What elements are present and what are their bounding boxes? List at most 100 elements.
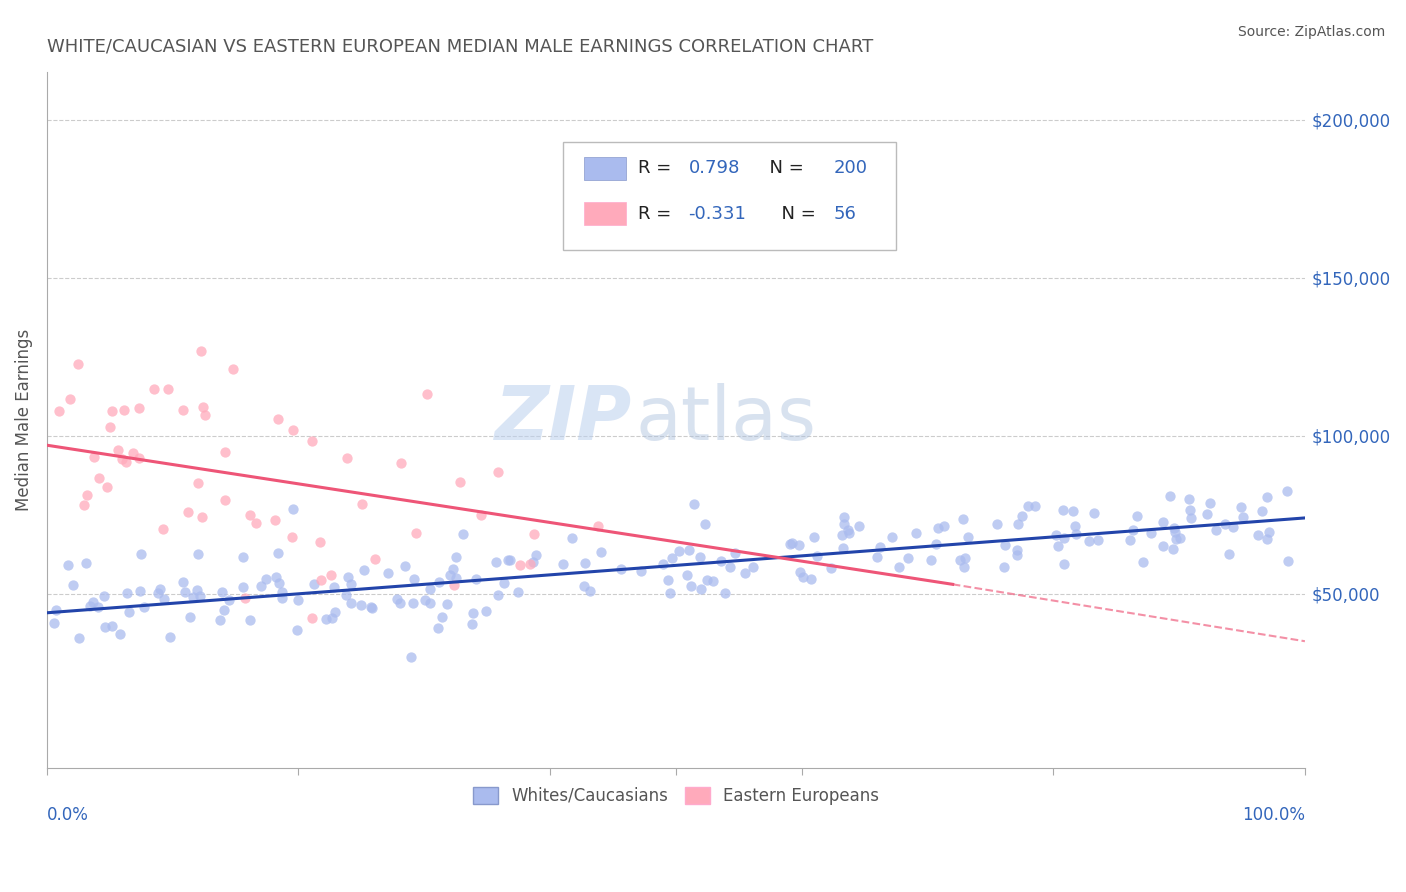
Point (1215, 517, 1237, 532)
Point (1052, 557, 1074, 571)
Point (831, 528, 853, 542)
Point (787, 538, 810, 552)
Point (82, 595, 104, 609)
Point (1064, 526, 1087, 541)
Point (1046, 539, 1069, 553)
Point (218, 592, 240, 607)
Point (75, 556, 97, 570)
Text: R =: R = (638, 204, 678, 223)
Point (309, 573, 332, 587)
Point (905, 526, 928, 541)
Point (714, 586, 737, 600)
Point (451, 527, 474, 541)
Point (264, 513, 287, 527)
Point (1199, 496, 1222, 510)
Point (444, 571, 467, 585)
Point (1087, 533, 1109, 548)
Point (1256, 490, 1278, 504)
Point (187, 475, 209, 490)
Point (62, 578, 84, 592)
Point (1159, 489, 1181, 503)
Point (1005, 543, 1028, 558)
Point (73, 498, 96, 512)
Point (45, 602, 67, 616)
Text: 56: 56 (834, 204, 856, 223)
Point (658, 586, 681, 600)
Point (1017, 499, 1039, 513)
Point (128, 450, 150, 465)
Point (1024, 499, 1046, 513)
Point (693, 517, 716, 532)
Point (443, 562, 465, 576)
Point (132, 599, 155, 614)
Point (444, 549, 467, 564)
Point (675, 568, 697, 582)
Point (925, 537, 948, 551)
Point (87, 599, 110, 614)
Point (789, 565, 811, 579)
Point (193, 400, 215, 414)
Point (93, 589, 115, 603)
Point (1164, 532, 1187, 546)
Point (172, 403, 194, 417)
Point (302, 576, 325, 591)
Point (1164, 525, 1187, 540)
Point (589, 545, 612, 559)
Point (866, 550, 889, 565)
Point (96, 480, 118, 494)
Point (222, 362, 245, 376)
Point (266, 546, 288, 560)
Point (156, 382, 179, 396)
Point (734, 566, 756, 580)
Point (1083, 506, 1105, 520)
Point (1152, 539, 1174, 553)
Point (112, 403, 135, 417)
Point (718, 559, 741, 574)
Point (696, 573, 718, 587)
Point (361, 600, 384, 615)
Point (281, 529, 304, 543)
Point (76, 487, 98, 501)
Point (301, 611, 323, 625)
Point (214, 493, 236, 508)
Point (1275, 483, 1298, 498)
Point (214, 445, 236, 459)
Point (882, 530, 904, 544)
Point (1125, 509, 1147, 524)
Point (661, 550, 683, 565)
Text: -0.331: -0.331 (689, 204, 747, 223)
Point (953, 551, 976, 566)
Point (149, 582, 172, 596)
Point (432, 609, 454, 624)
Point (1229, 500, 1251, 514)
Point (350, 496, 373, 510)
Point (389, 456, 412, 470)
Point (129, 548, 152, 562)
Point (270, 591, 292, 605)
Point (337, 569, 360, 583)
Point (405, 525, 427, 540)
Point (287, 592, 309, 607)
Point (67, 632, 90, 646)
Point (111, 452, 134, 467)
Point (364, 552, 387, 566)
Point (792, 570, 814, 584)
Point (233, 591, 256, 605)
Point (254, 572, 277, 586)
Point (486, 588, 509, 602)
Point (519, 558, 541, 572)
Point (59, 392, 82, 406)
Point (179, 610, 201, 624)
Point (724, 546, 747, 560)
Point (336, 451, 359, 466)
FancyBboxPatch shape (583, 157, 626, 180)
Point (897, 550, 920, 565)
Point (475, 604, 498, 618)
Point (232, 549, 254, 564)
Point (118, 605, 141, 619)
Point (586, 519, 609, 533)
Point (321, 611, 343, 625)
Point (1045, 528, 1067, 542)
FancyBboxPatch shape (562, 142, 896, 250)
Point (319, 567, 342, 582)
